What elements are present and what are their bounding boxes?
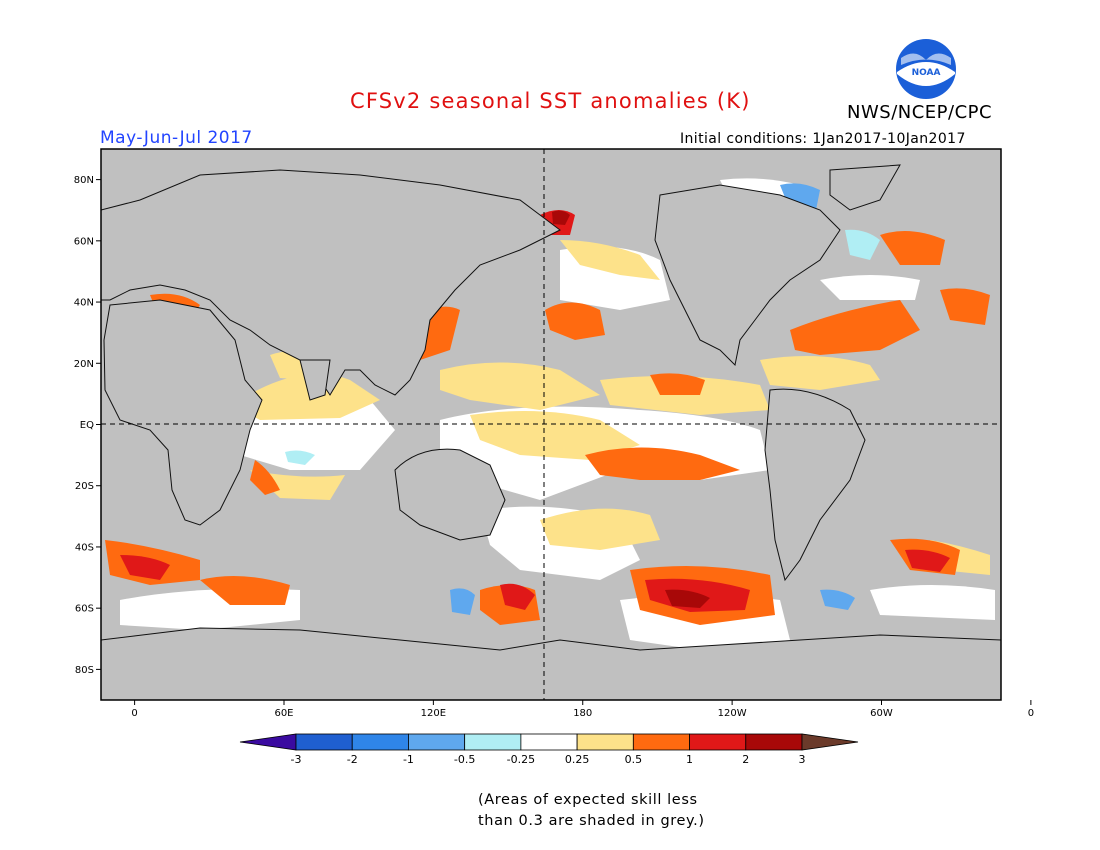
lon-tick-label: 180 <box>573 708 592 719</box>
lon-tick-label: 120W <box>718 708 747 719</box>
anomaly-fields <box>101 164 1001 700</box>
svg-text:NOAA: NOAA <box>912 68 941 78</box>
negative-anomaly-areas <box>285 183 880 615</box>
lat-tick-label: 40N <box>74 298 94 309</box>
continent-outlines <box>101 164 1001 700</box>
lat-tick-label: 60S <box>75 604 94 615</box>
lon-tick-label: 60W <box>870 708 893 719</box>
longitude-axis: 0 60E 120E 180 120W 60W 0 <box>131 700 1034 719</box>
latitude-axis: 80N 60N 40N 20N EQ 20S 40S 60S 80S <box>74 175 101 676</box>
lon-tick-label: 0 <box>131 708 137 719</box>
skill-note-line-2: than 0.3 are shaded in grey.) <box>478 813 705 829</box>
season-label: May-Jun-Jul 2017 <box>100 128 253 148</box>
very-strong-positive-anomaly-areas <box>552 210 710 608</box>
lat-tick-label: 20N <box>74 359 94 370</box>
lon-tick-label: 60E <box>274 708 293 719</box>
lat-tick-label: 60N <box>74 236 94 247</box>
initial-conditions-label: Initial conditions: 1Jan2017-10Jan2017 <box>680 131 966 147</box>
skill-note-line-1: (Areas of expected skill less <box>478 792 698 808</box>
agency-label: NWS/NCEP/CPC <box>847 102 993 123</box>
noaa-logo: NOAA <box>895 38 957 100</box>
lat-tick-label: 40S <box>75 542 94 553</box>
lat-tick-label: 20S <box>75 481 94 492</box>
lat-tick-label: 80N <box>74 175 94 186</box>
lat-tick-label: EQ <box>80 420 94 431</box>
skill-note: (Areas of expected skill less than 0.3 a… <box>478 790 705 832</box>
lat-tick-label: 80S <box>75 665 94 676</box>
lon-tick-label: 0 <box>1028 708 1034 719</box>
lon-tick-label: 120E <box>421 708 446 719</box>
chart-title: CFSv2 seasonal SST anomalies (K) <box>350 89 751 113</box>
